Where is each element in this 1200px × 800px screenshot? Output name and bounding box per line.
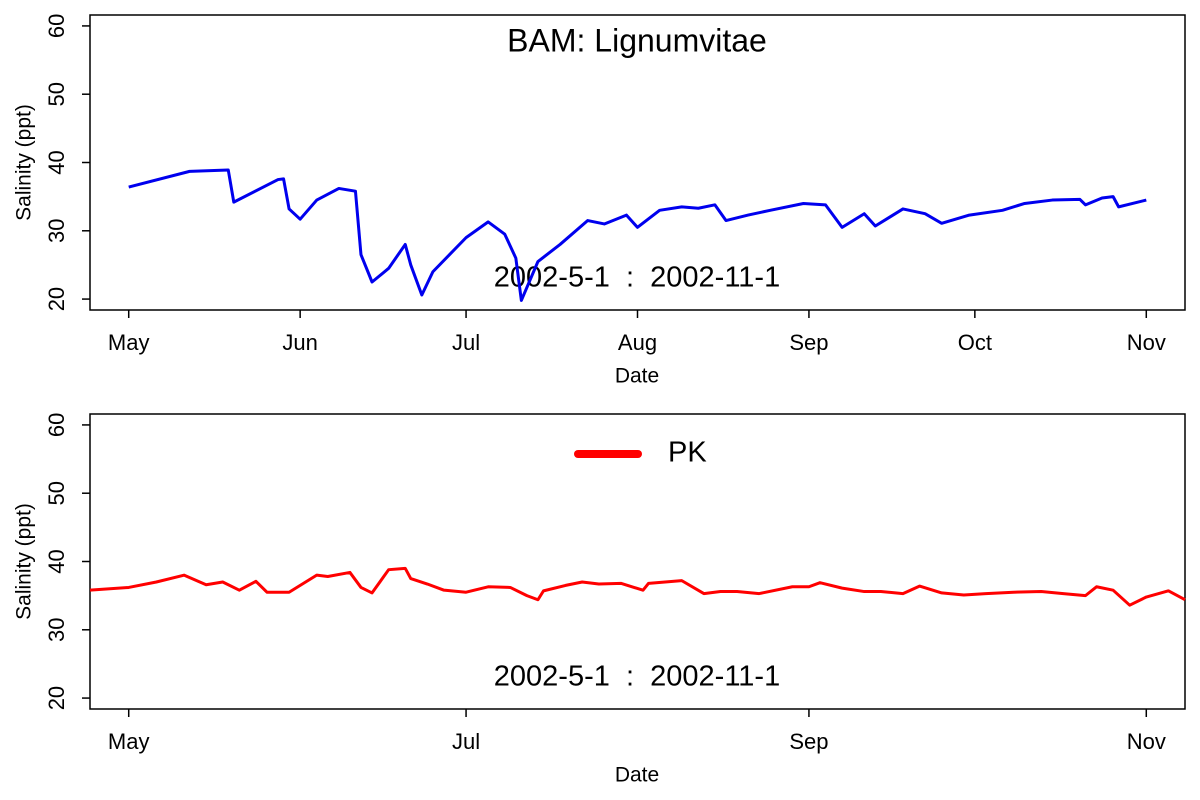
x-axis-title: Date xyxy=(615,764,659,787)
annotation: 2002-5-1 : 2002-11-1 xyxy=(494,262,780,294)
y-tick-label: 60 xyxy=(44,413,69,437)
x-tick-label: Nov xyxy=(1127,330,1166,355)
y-tick-label: 60 xyxy=(44,14,69,38)
y-tick-label: 40 xyxy=(44,549,69,573)
annotation: 2002-5-1 : 2002-11-1 xyxy=(494,661,780,693)
x-tick-label: May xyxy=(108,729,150,754)
y-axis-title: Salinity (ppt) xyxy=(13,104,36,221)
series-line xyxy=(89,566,1186,607)
legend-label: PK xyxy=(668,437,707,469)
x-tick-label: Sep xyxy=(789,330,828,355)
y-tick-label: 20 xyxy=(44,686,69,710)
y-tick-label: 40 xyxy=(44,150,69,174)
y-tick-label: 50 xyxy=(44,481,69,505)
series-line xyxy=(128,168,1147,302)
chart-title: BAM: Lignumvitae xyxy=(507,22,767,58)
x-tick-label: May xyxy=(108,330,150,355)
x-tick-label: Sep xyxy=(789,729,828,754)
x-tick-label: Jun xyxy=(282,330,317,355)
x-tick-label: Nov xyxy=(1127,729,1166,754)
y-tick-label: 30 xyxy=(44,618,69,642)
x-tick-label: Jul xyxy=(452,330,480,355)
x-tick-label: Aug xyxy=(618,330,657,355)
x-tick-label: Jul xyxy=(452,729,480,754)
y-tick-label: 20 xyxy=(44,287,69,311)
y-tick-label: 50 xyxy=(44,82,69,106)
x-axis-title: Date xyxy=(615,365,659,388)
y-tick-label: 30 xyxy=(44,219,69,243)
y-axis-title: Salinity (ppt) xyxy=(13,503,36,620)
x-tick-label: Oct xyxy=(958,330,992,355)
